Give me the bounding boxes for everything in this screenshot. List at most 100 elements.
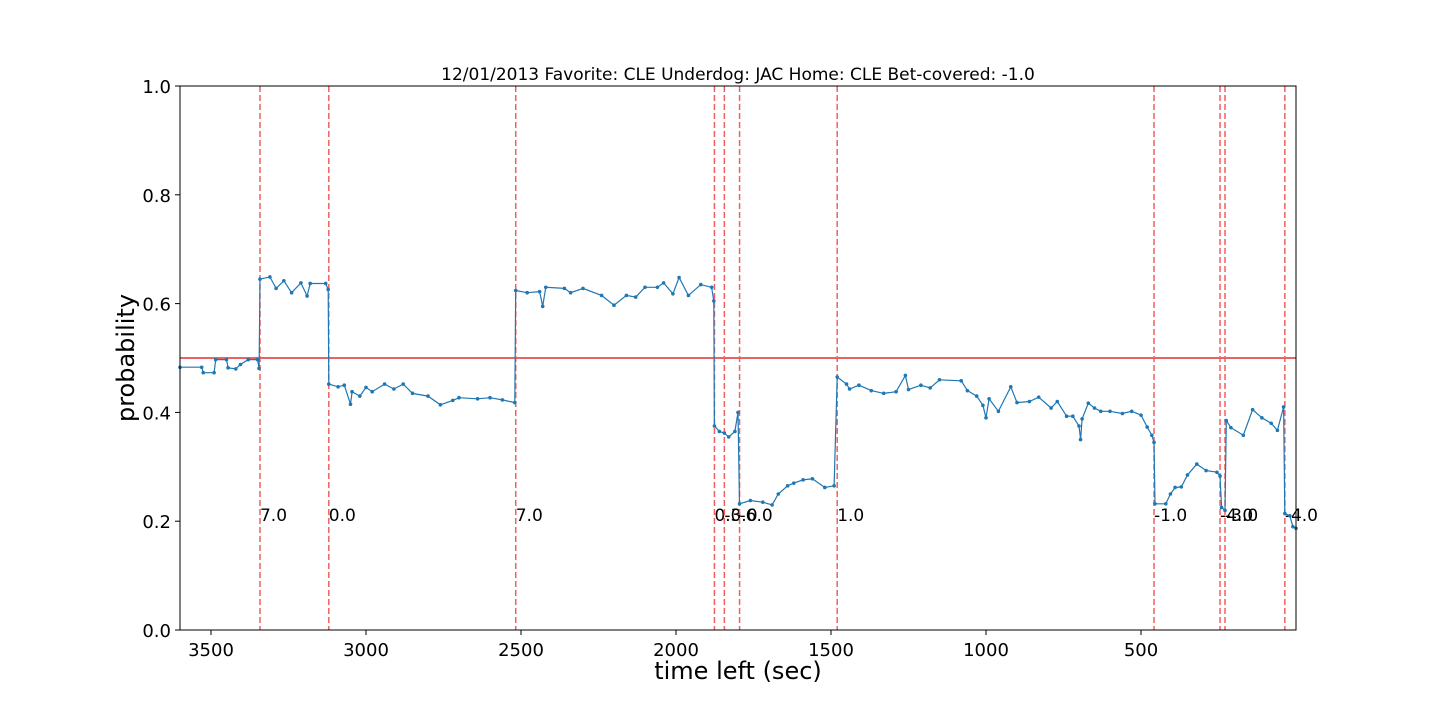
event-label: 0.0 — [329, 506, 356, 526]
point — [1036, 395, 1041, 399]
point — [1275, 428, 1280, 433]
point — [1260, 416, 1264, 420]
point — [847, 387, 852, 391]
point — [761, 500, 765, 504]
point — [633, 295, 638, 299]
point — [965, 388, 970, 393]
point — [801, 478, 805, 482]
chart-title: 12/01/2013 Favorite: CLE Underdog: JAC H… — [441, 65, 1035, 85]
y-axis-label: probability — [112, 294, 140, 422]
point — [712, 299, 716, 303]
point — [709, 285, 714, 290]
point — [513, 288, 518, 293]
event-label: -1.0 — [1154, 506, 1187, 526]
point — [1152, 440, 1156, 445]
point — [1015, 400, 1019, 405]
point — [1204, 468, 1208, 473]
x-tick-label: 2000 — [653, 640, 699, 661]
point — [1179, 485, 1184, 489]
point — [257, 366, 261, 371]
point — [544, 285, 548, 290]
point — [1185, 473, 1190, 477]
point — [981, 403, 985, 408]
point — [624, 293, 629, 298]
point — [699, 282, 703, 287]
point — [382, 382, 387, 386]
point — [671, 292, 675, 296]
point — [810, 476, 815, 481]
x-tick-label: 3000 — [343, 640, 389, 661]
point — [832, 484, 836, 488]
point — [537, 289, 542, 294]
x-tick-label: 1500 — [808, 640, 854, 661]
y-tick-label: 0.8 — [142, 186, 171, 207]
point — [1150, 433, 1154, 438]
point — [919, 383, 923, 388]
point — [1195, 462, 1199, 466]
point — [1153, 501, 1157, 506]
point — [1173, 485, 1177, 490]
point — [350, 389, 354, 394]
point — [410, 391, 415, 396]
point — [1009, 385, 1013, 389]
point — [1145, 425, 1149, 429]
point — [289, 290, 294, 295]
point — [475, 397, 480, 401]
point — [655, 285, 660, 290]
point — [1092, 406, 1097, 410]
point — [348, 402, 353, 407]
point — [1064, 414, 1069, 419]
point — [513, 400, 517, 405]
point — [426, 394, 430, 398]
point — [1027, 399, 1032, 404]
point — [737, 501, 742, 506]
point — [438, 402, 443, 407]
point — [1288, 513, 1292, 518]
point — [1229, 425, 1233, 430]
point — [677, 275, 681, 280]
point — [1250, 407, 1255, 412]
point — [1291, 524, 1295, 529]
event-label: 1.0 — [837, 506, 864, 526]
point — [987, 397, 991, 401]
point — [835, 375, 839, 379]
point — [599, 293, 604, 298]
y-tick-label: 0.0 — [142, 621, 171, 642]
point — [540, 304, 545, 309]
point — [213, 357, 218, 362]
point — [733, 429, 737, 434]
point — [326, 287, 330, 292]
point — [928, 386, 932, 390]
point — [488, 395, 492, 400]
point — [1098, 409, 1103, 414]
point — [525, 290, 529, 295]
point — [894, 389, 898, 394]
event-label: 7.0 — [516, 506, 543, 526]
point — [1168, 492, 1173, 496]
point — [268, 275, 272, 279]
event-label: -3.0 — [1225, 506, 1258, 526]
y-tick-label: 0.6 — [142, 295, 171, 316]
point — [358, 394, 362, 398]
point — [974, 394, 979, 398]
point — [238, 362, 243, 367]
event-label: -3.0 — [724, 506, 757, 526]
point — [336, 385, 340, 389]
point — [201, 370, 206, 375]
y-tick-label: 0.2 — [142, 512, 171, 533]
event-label: -6.0 — [740, 506, 773, 526]
point — [1080, 417, 1084, 421]
point — [686, 293, 691, 298]
point — [392, 387, 396, 391]
point — [370, 389, 375, 394]
point — [792, 481, 796, 485]
event-label: -4.0 — [1220, 506, 1253, 526]
point — [857, 383, 861, 388]
point — [1055, 399, 1060, 404]
point — [776, 492, 781, 496]
probability-line — [180, 276, 1297, 529]
y-tick-label: 1.0 — [142, 77, 171, 98]
point — [226, 365, 230, 370]
point — [748, 498, 753, 503]
